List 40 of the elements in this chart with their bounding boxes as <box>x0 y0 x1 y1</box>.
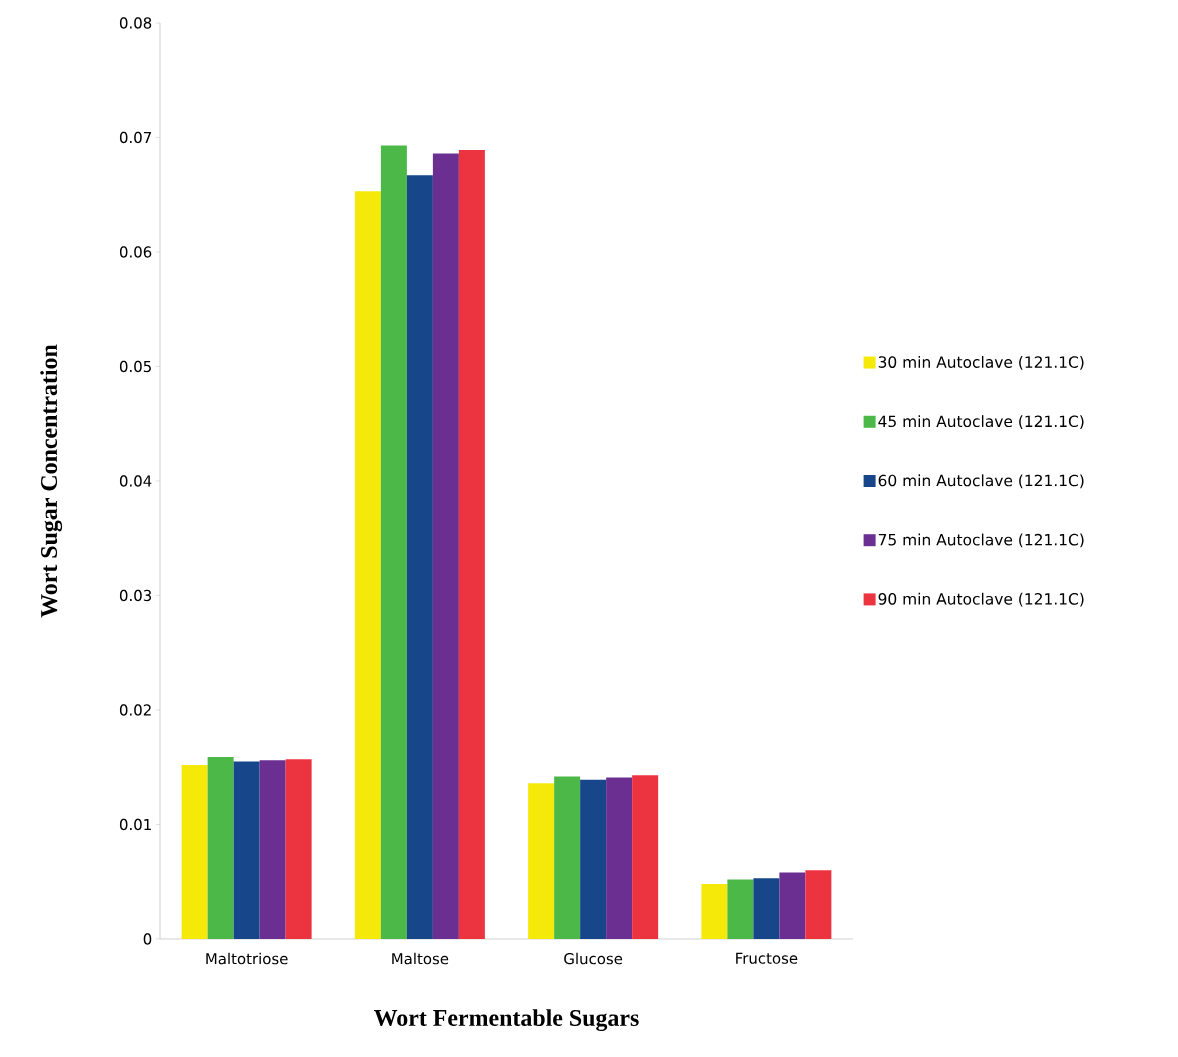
bar <box>779 872 806 939</box>
legend-label: 75 min Autoclave (121.1C) <box>878 533 1084 548</box>
bar <box>207 756 234 939</box>
bar <box>458 150 485 939</box>
y-tick-label: 0 <box>143 933 152 945</box>
bar <box>753 878 780 939</box>
y-tick-label: 0.08 <box>119 17 152 29</box>
legend-label: 45 min Autoclave (121.1C) <box>878 415 1084 429</box>
y-tick-label: 0.02 <box>119 704 151 716</box>
bar <box>181 764 208 939</box>
bar <box>701 884 728 939</box>
y-tick-label: 0.06 <box>119 246 152 258</box>
bar <box>432 153 459 939</box>
y-axis-title: Wort Sugar Concentration <box>40 344 63 618</box>
bar <box>580 779 607 939</box>
legend-label: 30 min Autoclave (121.1C) <box>878 355 1084 370</box>
y-tick-label: 0.05 <box>119 360 151 373</box>
bar <box>354 191 381 939</box>
bar <box>606 777 633 939</box>
x-axis-title: Wort Fermentable Sugars <box>374 1009 639 1032</box>
x-tick-label: Glucose <box>564 952 623 965</box>
bar <box>406 175 433 939</box>
x-tick-label: Maltotriose <box>206 952 288 965</box>
y-tick-label: 0.01 <box>119 818 151 831</box>
x-tick-label: Maltose <box>392 952 449 965</box>
bar <box>727 879 754 939</box>
bar <box>632 775 659 939</box>
x-tick-label: Fructose <box>736 952 798 964</box>
bar <box>554 776 581 939</box>
legend-label: 90 min Autoclave (121.1C) <box>878 592 1084 607</box>
y-tick-label: 0.04 <box>119 475 152 487</box>
y-tick-label: 0.07 <box>119 131 151 144</box>
bar <box>528 783 555 939</box>
bar <box>285 759 312 939</box>
bar <box>805 870 832 939</box>
bar <box>380 145 407 939</box>
legend-label: 60 min Autoclave (121.1C) <box>878 474 1084 489</box>
y-tick-label: 0.03 <box>119 589 152 602</box>
bar <box>233 761 260 939</box>
bar <box>259 760 286 939</box>
